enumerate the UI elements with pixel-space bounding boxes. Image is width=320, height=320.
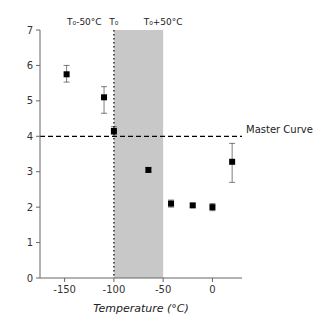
error-bar-cap bbox=[229, 182, 235, 183]
error-bar-cap bbox=[168, 207, 174, 208]
point bbox=[145, 167, 151, 173]
y-tick-label: 3 bbox=[27, 166, 33, 177]
annotation: T₀ bbox=[108, 17, 118, 27]
vertical-line bbox=[113, 30, 114, 278]
x-axis-line bbox=[40, 278, 242, 279]
y-tick bbox=[36, 242, 40, 243]
point bbox=[209, 204, 215, 210]
point bbox=[229, 159, 235, 165]
x-axis-label: Temperature (°C) bbox=[93, 302, 189, 315]
y-axis-line bbox=[40, 30, 41, 278]
point bbox=[168, 201, 174, 207]
reference-label: Master Curve bbox=[246, 124, 313, 135]
y-tick-label: 4 bbox=[27, 131, 33, 142]
annotation: T₀-50°C bbox=[66, 17, 102, 27]
x-tick bbox=[113, 278, 114, 282]
x-tick-label: -150 bbox=[53, 284, 76, 295]
x-tick-label: -100 bbox=[103, 284, 126, 295]
y-tick-label: 1 bbox=[27, 237, 33, 248]
x-tick bbox=[64, 278, 65, 282]
y-tick bbox=[36, 136, 40, 137]
point bbox=[111, 128, 117, 134]
error-bar-cap bbox=[209, 203, 215, 204]
error-bar-cap bbox=[101, 86, 107, 87]
x-tick bbox=[212, 278, 213, 282]
y-tick-label: 6 bbox=[27, 60, 33, 71]
error-bar bbox=[111, 127, 117, 135]
y-tick bbox=[36, 278, 40, 279]
error-bar-cap bbox=[64, 82, 70, 83]
error-bar-cap bbox=[111, 134, 117, 135]
x-tick bbox=[163, 278, 164, 282]
point bbox=[64, 71, 70, 77]
error-bar bbox=[64, 65, 70, 82]
y-tick bbox=[36, 30, 40, 31]
error-bar bbox=[101, 87, 107, 114]
shaded-region bbox=[114, 30, 163, 278]
error-bar bbox=[229, 143, 235, 182]
y-tick bbox=[36, 171, 40, 172]
error-bar-cap bbox=[111, 126, 117, 127]
error-bar-cap bbox=[229, 143, 235, 144]
y-tick bbox=[36, 100, 40, 101]
error-bar-cap bbox=[101, 113, 107, 114]
error-bar bbox=[145, 168, 151, 172]
x-tick-label: 0 bbox=[209, 284, 215, 295]
error-bar bbox=[168, 200, 174, 207]
error-bar bbox=[209, 204, 215, 211]
horizontal-line bbox=[40, 136, 242, 137]
y-tick bbox=[36, 207, 40, 208]
y-tick-label: 2 bbox=[27, 202, 33, 213]
plot-area bbox=[40, 30, 242, 278]
annotation: T₀+50°C bbox=[143, 17, 183, 27]
x-tick-label: -50 bbox=[155, 284, 171, 295]
point bbox=[101, 94, 107, 100]
chart: -150 -100 -50 0 0 1 2 3 4 5 6 7 Temperature (°C) T₀-5… bbox=[0, 0, 320, 320]
error-bar-cap bbox=[168, 200, 174, 201]
error-bar-cap bbox=[64, 65, 70, 66]
y-tick-label: 0 bbox=[27, 273, 33, 284]
error-bar-cap bbox=[209, 210, 215, 211]
point bbox=[190, 202, 196, 208]
y-tick-label: 7 bbox=[27, 25, 33, 36]
y-tick-label: 5 bbox=[27, 95, 33, 106]
y-tick bbox=[36, 65, 40, 66]
